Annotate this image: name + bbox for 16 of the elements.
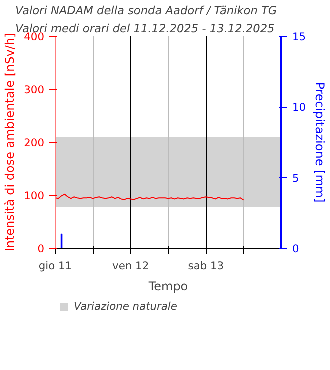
x-tick-label: ven 12 bbox=[112, 260, 150, 272]
x-tick-label: sab 13 bbox=[188, 260, 224, 272]
y-tick-label: 100 bbox=[24, 190, 45, 202]
y-tick-label: 200 bbox=[24, 136, 45, 150]
y2-axis-title: Precipitazione [mm] bbox=[313, 82, 328, 203]
y2-tick-label: 0 bbox=[292, 242, 300, 256]
legend-label: Variazione naturale bbox=[74, 300, 178, 313]
chart-title: Valori NADAM della sonda Aadorf / Tänikon TG bbox=[16, 4, 278, 18]
y2-tick-label: 10 bbox=[292, 101, 306, 114]
y-axis-title: Intensità di dose ambientale [nSv/h] bbox=[3, 33, 18, 252]
x-tick-label: gio 11 bbox=[38, 260, 72, 272]
y2-tick-label: 5 bbox=[292, 172, 300, 185]
y-tick-label: 300 bbox=[24, 84, 45, 96]
x-axis-title: Tempo bbox=[148, 280, 188, 294]
y-tick-label: 0 bbox=[38, 242, 45, 256]
y2-tick-label: 15 bbox=[292, 30, 306, 44]
